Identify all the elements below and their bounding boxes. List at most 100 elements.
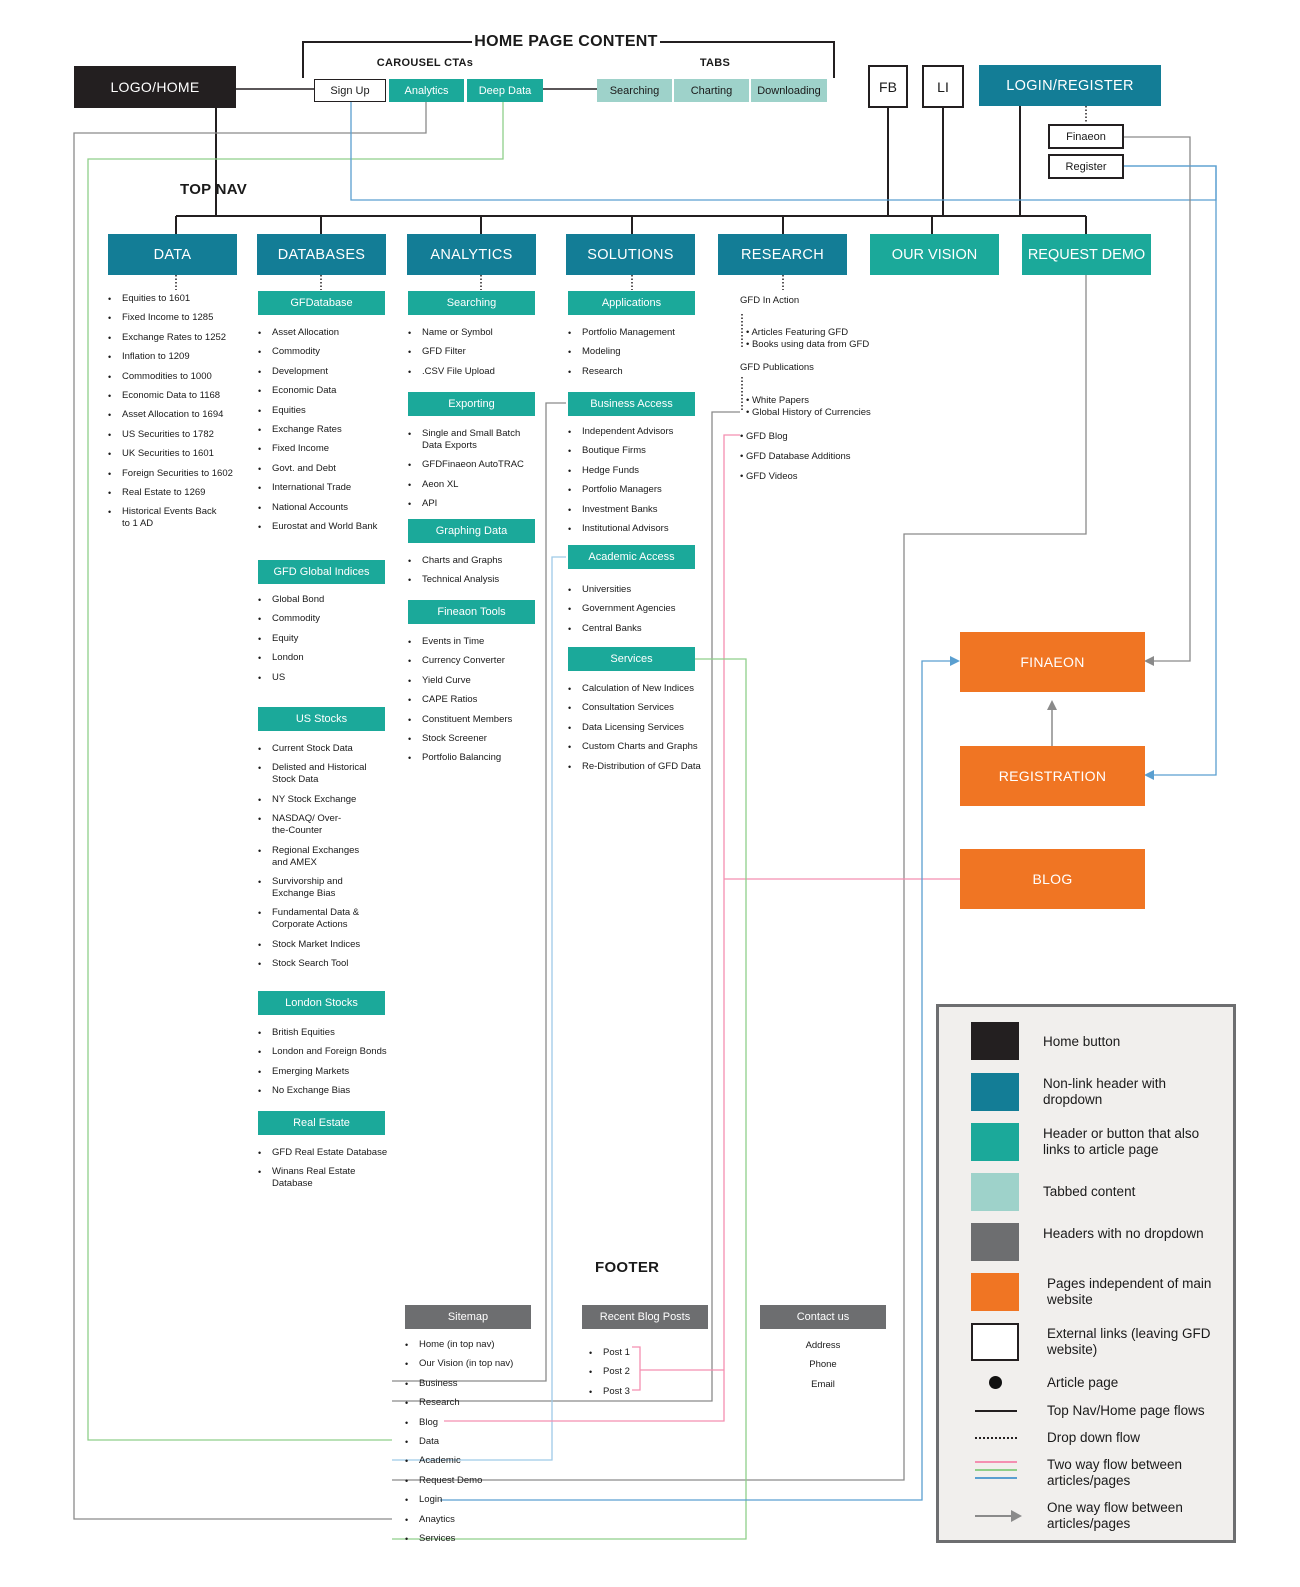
list-item[interactable]: Aeon XL (408, 479, 538, 491)
global-history-of-currencies[interactable]: • Global History of Currencies (746, 407, 871, 418)
list-item[interactable]: Institutional Advisors (568, 523, 708, 535)
list-item[interactable]: Anaytics (405, 1514, 535, 1526)
list-item[interactable]: Address (805, 1340, 841, 1351)
list-item[interactable]: Commodities to 1000 (108, 371, 238, 383)
gfd-publications[interactable]: GFD Publications (740, 362, 814, 373)
list-item[interactable]: Fixed Income (258, 443, 393, 455)
list-item[interactable]: International Trade (258, 482, 393, 494)
list-item[interactable]: Equities to 1601 (108, 293, 238, 305)
list-item[interactable]: Winans Real Estate Database (258, 1166, 377, 1190)
applications-header[interactable]: Applications (568, 291, 695, 315)
list-item[interactable]: GFD Real Estate Database (258, 1147, 393, 1159)
list-item[interactable]: Fundamental Data & Corporate Actions (258, 907, 376, 931)
books-using-gfd[interactable]: • Books using data from GFD (746, 339, 870, 350)
register-link[interactable]: Register (1048, 154, 1124, 179)
list-item[interactable]: Phone (809, 1359, 837, 1371)
list-item[interactable]: Constituent Members (408, 714, 538, 726)
nav-our-vision[interactable]: OUR VISION (870, 234, 999, 275)
list-item[interactable]: Real Estate to 1269 (108, 487, 238, 499)
list-item[interactable]: National Accounts (258, 502, 393, 514)
list-item[interactable]: Consultation Services (568, 702, 718, 714)
list-item[interactable]: Home (in top nav) (405, 1339, 535, 1351)
list-item[interactable]: Stock Search Tool (258, 958, 376, 970)
global-indices-header[interactable]: GFD Global Indices (258, 560, 385, 584)
list-item[interactable]: GFD Filter (408, 346, 538, 358)
real-estate-header[interactable]: Real Estate (258, 1111, 385, 1135)
list-item[interactable]: Custom Charts and Graphs (568, 741, 718, 753)
list-item[interactable]: Research (568, 366, 708, 378)
list-item[interactable]: Our Vision (in top nav) (405, 1358, 535, 1370)
list-item[interactable]: Research (405, 1397, 535, 1409)
gfd-videos[interactable]: • GFD Videos (740, 471, 798, 482)
list-item[interactable]: Single and Small Batch Data Exports (408, 428, 537, 452)
academic-access-header[interactable]: Academic Access (568, 545, 695, 569)
registration-page[interactable]: REGISTRATION (960, 746, 1145, 806)
list-item[interactable]: Post 1 (589, 1347, 649, 1359)
finaeon-link[interactable]: Finaeon (1048, 124, 1124, 149)
list-item[interactable]: Technical Analysis (408, 574, 538, 586)
list-item[interactable]: Data Licensing Services (568, 722, 718, 734)
list-item[interactable]: Boutique Firms (568, 445, 708, 457)
list-item[interactable]: Events in Time (408, 636, 538, 648)
list-item[interactable]: Exchange Rates to 1252 (108, 332, 238, 344)
list-item[interactable]: Name or Symbol (408, 327, 538, 339)
list-item[interactable]: Email (811, 1378, 835, 1390)
list-item[interactable]: GFDFinaeon AutoTRAC (408, 459, 538, 471)
list-item[interactable]: Equity (258, 633, 388, 645)
list-item[interactable]: Govt. and Debt (258, 463, 393, 475)
list-item[interactable]: Current Stock Data (258, 743, 376, 755)
list-item[interactable]: Equities (258, 405, 393, 417)
list-item[interactable]: Modeling (568, 346, 708, 358)
list-item[interactable]: Exchange Rates (258, 424, 393, 436)
list-item[interactable]: Calculation of New Indices (568, 683, 718, 695)
white-papers[interactable]: • White Papers (746, 395, 809, 406)
nav-solutions[interactable]: SOLUTIONS (566, 234, 695, 275)
list-item[interactable]: Emerging Markets (258, 1066, 393, 1078)
list-item[interactable]: CAPE Ratios (408, 694, 538, 706)
list-item[interactable]: Portfolio Management (568, 327, 708, 339)
footer-sitemap-header[interactable]: Sitemap (405, 1305, 531, 1329)
list-item[interactable]: NY Stock Exchange (258, 794, 376, 806)
list-item[interactable]: Portfolio Managers (568, 484, 708, 496)
nav-databases[interactable]: DATABASES (257, 234, 386, 275)
list-item[interactable]: Portfolio Balancing (408, 752, 538, 764)
list-item[interactable]: Commodity (258, 346, 393, 358)
gfd-database-additions[interactable]: • GFD Database Additions (740, 451, 851, 462)
list-item[interactable]: Academic (405, 1455, 535, 1467)
list-item[interactable]: Historical Events Back to 1 AD (108, 506, 227, 530)
nav-request-demo[interactable]: REQUEST DEMO (1022, 234, 1151, 275)
list-item[interactable]: British Equities (258, 1027, 393, 1039)
us-stocks-header[interactable]: US Stocks (258, 707, 385, 731)
services-header[interactable]: Services (568, 647, 695, 671)
list-item[interactable]: UK Securities to 1601 (108, 448, 238, 460)
gfdatabase-header[interactable]: GFDatabase (258, 291, 385, 315)
footer-contact-header[interactable]: Contact us (760, 1305, 886, 1329)
list-item[interactable]: Regional Exchanges and AMEX (258, 845, 362, 869)
list-item[interactable]: Charts and Graphs (408, 555, 538, 567)
list-item[interactable]: Delisted and Historical Stock Data (258, 762, 376, 786)
list-item[interactable]: Blog (405, 1417, 535, 1429)
list-item[interactable]: Global Bond (258, 594, 388, 606)
list-item[interactable]: Stock Screener (408, 733, 538, 745)
list-item[interactable]: .CSV File Upload (408, 366, 538, 378)
list-item[interactable]: US (258, 672, 388, 684)
fineaon-tools-header[interactable]: Fineaon Tools (408, 600, 535, 624)
list-item[interactable]: Eurostat and World Bank (258, 521, 393, 533)
list-item[interactable]: Hedge Funds (568, 465, 708, 477)
tab-downloading[interactable]: Downloading (751, 79, 827, 102)
nav-data[interactable]: DATA (108, 234, 237, 275)
tab-charting[interactable]: Charting (674, 79, 749, 102)
list-item[interactable]: Independent Advisors (568, 426, 708, 438)
graphing-data-header[interactable]: Graphing Data (408, 519, 535, 543)
list-item[interactable]: Universities (568, 584, 708, 596)
tab-searching[interactable]: Searching (597, 79, 672, 102)
list-item[interactable]: Asset Allocation to 1694 (108, 409, 238, 421)
gfd-blog[interactable]: • GFD Blog (740, 431, 788, 442)
cta-deep-data[interactable]: Deep Data (467, 79, 543, 102)
business-access-header[interactable]: Business Access (568, 392, 695, 416)
list-item[interactable]: Development (258, 366, 393, 378)
list-item[interactable]: London (258, 652, 388, 664)
list-item[interactable]: API (408, 498, 538, 510)
list-item[interactable]: NASDAQ/ Over-the-Counter (258, 813, 352, 837)
list-item[interactable]: Currency Converter (408, 655, 538, 667)
